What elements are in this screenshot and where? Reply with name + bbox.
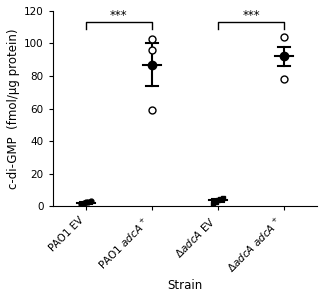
Text: ***: *** (242, 8, 260, 22)
X-axis label: Strain: Strain (168, 279, 202, 292)
Text: ***: *** (110, 8, 128, 22)
Y-axis label: c-di-GMP  (fmol/µg protein): c-di-GMP (fmol/µg protein) (7, 28, 20, 189)
